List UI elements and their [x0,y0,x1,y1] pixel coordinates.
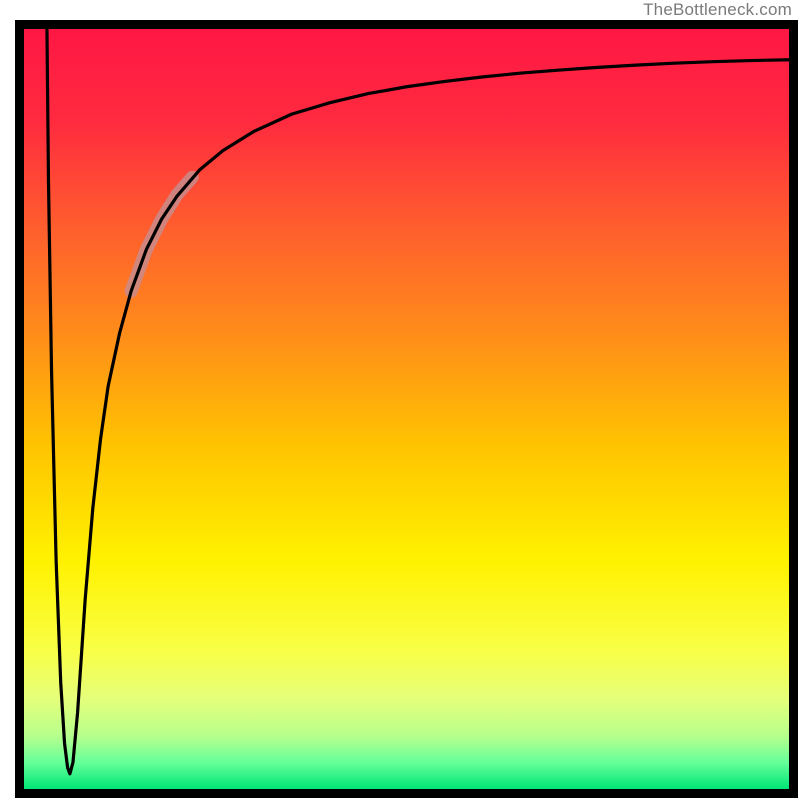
chart-container: { "attribution": "TheBottleneck.com", "a… [0,0,800,800]
attribution-text: TheBottleneck.com [643,0,792,20]
plot-background [24,29,789,789]
chart-svg [24,29,789,789]
plot-frame [15,20,798,798]
